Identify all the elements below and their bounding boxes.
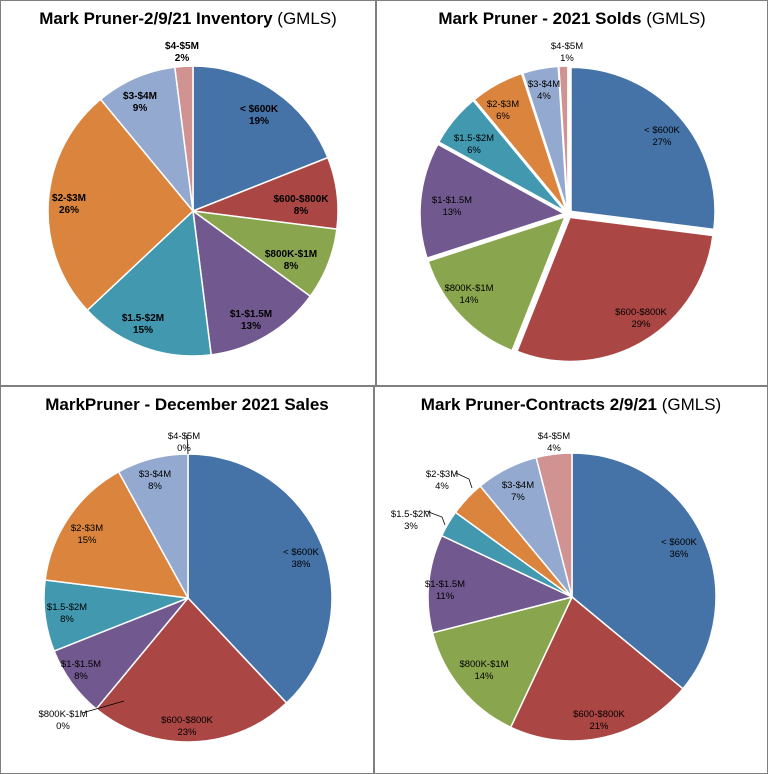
pie-slice-1-1-5m bbox=[427, 534, 575, 634]
chart-title-solds: Mark Pruner - 2021 Solds (GMLS) bbox=[438, 9, 706, 28]
pie-slice-600-800k bbox=[95, 596, 288, 743]
data-label-4-5m: $4-$5M 4% bbox=[538, 431, 570, 454]
data-label-600-800k: $600-$800K 23% bbox=[161, 715, 213, 738]
data-label-2-3m: $2-$3M 15% bbox=[71, 523, 103, 546]
data-label-3-4m: $3-$4M 4% bbox=[528, 79, 560, 102]
data-label-1-5-2m: $1.5-$2M 15% bbox=[122, 313, 164, 336]
pie-slice-2-3m bbox=[473, 72, 567, 211]
pie-slice-600k bbox=[192, 65, 329, 213]
pie-slice-1-1-5m bbox=[192, 209, 312, 356]
data-label-600-800k: $600-$800K 21% bbox=[573, 709, 625, 732]
pie-panel-december-sales: MarkPruner - December 2021 Sales < $600K… bbox=[0, 386, 374, 774]
data-label-2-3m: $2-$3M 6% bbox=[487, 99, 519, 122]
data-label-3-4m: $3-$4M 9% bbox=[123, 91, 157, 114]
pie-slice-800k-1m bbox=[431, 595, 574, 729]
leader-line bbox=[81, 700, 125, 714]
pie-panel-inventory: Mark Pruner-2/9/21 Inventory (GMLS) < $6… bbox=[0, 0, 376, 386]
pie-inventory: < $600K 19% $600-$800K 8% $800K-$1M 8% $1-$1.5… bbox=[47, 41, 339, 357]
chart-title-contracts: Mark Pruner-Contracts 2/9/21 (GMLS) bbox=[420, 395, 722, 414]
pie-contracts: < $600K 36% $600-$800K 21% $800K-$1M 14% $1-$1… bbox=[391, 431, 717, 742]
data-label-600-800k: $600-$800K 8% bbox=[273, 194, 329, 217]
chart-title-inventory: Mark Pruner-2/9/21 Inventory (GMLS) bbox=[39, 9, 337, 28]
pie-slice-3-4m bbox=[99, 66, 195, 214]
data-label-600k: < $600K 36% bbox=[661, 537, 697, 560]
data-label-3-4m: $3-$4M 7% bbox=[502, 480, 534, 503]
pie-slice-600-800k bbox=[509, 595, 685, 742]
pie-slice-4-5m bbox=[173, 65, 194, 212]
pie-slice-4-5m bbox=[558, 65, 569, 211]
pie-slice-800k-1m bbox=[427, 215, 567, 352]
data-label-1-5-2m: $1.5-$2M 3% bbox=[391, 509, 431, 532]
data-label-1-5-2m: $1.5-$2M 6% bbox=[454, 133, 494, 156]
pie-slice-1-5-2m bbox=[86, 209, 213, 357]
pie-panel-solds: Mark Pruner - 2021 Solds (GMLS) < $600K 2… bbox=[376, 0, 768, 386]
data-label-800k-1m: $800K-$1M 8% bbox=[265, 249, 317, 272]
leader-line bbox=[186, 434, 189, 455]
data-label-1-1-5m: $1-$1.5M 13% bbox=[432, 195, 472, 218]
data-label-1-5-2m: $1.5-$2M 8% bbox=[47, 602, 87, 625]
pie-slice-2-3m bbox=[44, 470, 190, 599]
pie-slice-4-5m bbox=[535, 452, 573, 598]
data-label-800k-1m: $800K-$1M 14% bbox=[459, 659, 508, 682]
leader-line bbox=[425, 510, 446, 526]
pie-slice-600k bbox=[187, 453, 333, 705]
pie-slice-600-800k bbox=[516, 216, 714, 363]
data-label-600k: < $600K 27% bbox=[644, 125, 680, 148]
data-label-1-1-5m: $1-$1.5M 8% bbox=[61, 659, 101, 682]
pie-slice-1-5-2m bbox=[437, 99, 566, 213]
pie-december-sales: < $600K 38% $600-$800K 23% $800K-$1M 0% $1-$1.… bbox=[38, 431, 333, 743]
data-label-4-5m: $4-$5M 2% bbox=[165, 41, 199, 64]
chart-title-december-sales: MarkPruner - December 2021 Sales bbox=[45, 395, 329, 414]
data-label-800k-1m: $800K-$1M 0% bbox=[38, 709, 87, 732]
data-label-4-5m: $4-$5M 1% bbox=[551, 41, 583, 64]
data-label-1-1-5m: $1-$1.5M 13% bbox=[230, 309, 272, 332]
data-label-1-1-5m: $1-$1.5M 11% bbox=[425, 579, 465, 602]
data-label-4-5m: $4-$5M 0% bbox=[168, 431, 200, 454]
pie-solds: < $600K 27% $600-$800K 29% $800K-$1M 14% $1-$1… bbox=[419, 41, 716, 363]
data-label-2-3m: $2-$3M 26% bbox=[52, 193, 86, 216]
pie-slice-2-3m bbox=[47, 98, 195, 312]
leader-line bbox=[455, 472, 473, 489]
data-label-2-3m: $2-$3M 4% bbox=[426, 469, 458, 492]
data-label-800k-1m: $800K-$1M 14% bbox=[444, 283, 493, 306]
data-label-600k: < $600K 19% bbox=[240, 104, 279, 127]
pie-slice-600k bbox=[570, 66, 716, 231]
pie-slice-1-1-5m bbox=[419, 143, 566, 260]
data-label-600-800k: $600-$800K 29% bbox=[615, 307, 667, 330]
pie-slice-600k bbox=[571, 452, 717, 690]
data-label-3-4m: $3-$4M 8% bbox=[139, 469, 171, 492]
data-label-600k: < $600K 38% bbox=[283, 547, 319, 570]
pie-panel-contracts: Mark Pruner-Contracts 2/9/21 (GMLS) < $6… bbox=[374, 386, 768, 774]
